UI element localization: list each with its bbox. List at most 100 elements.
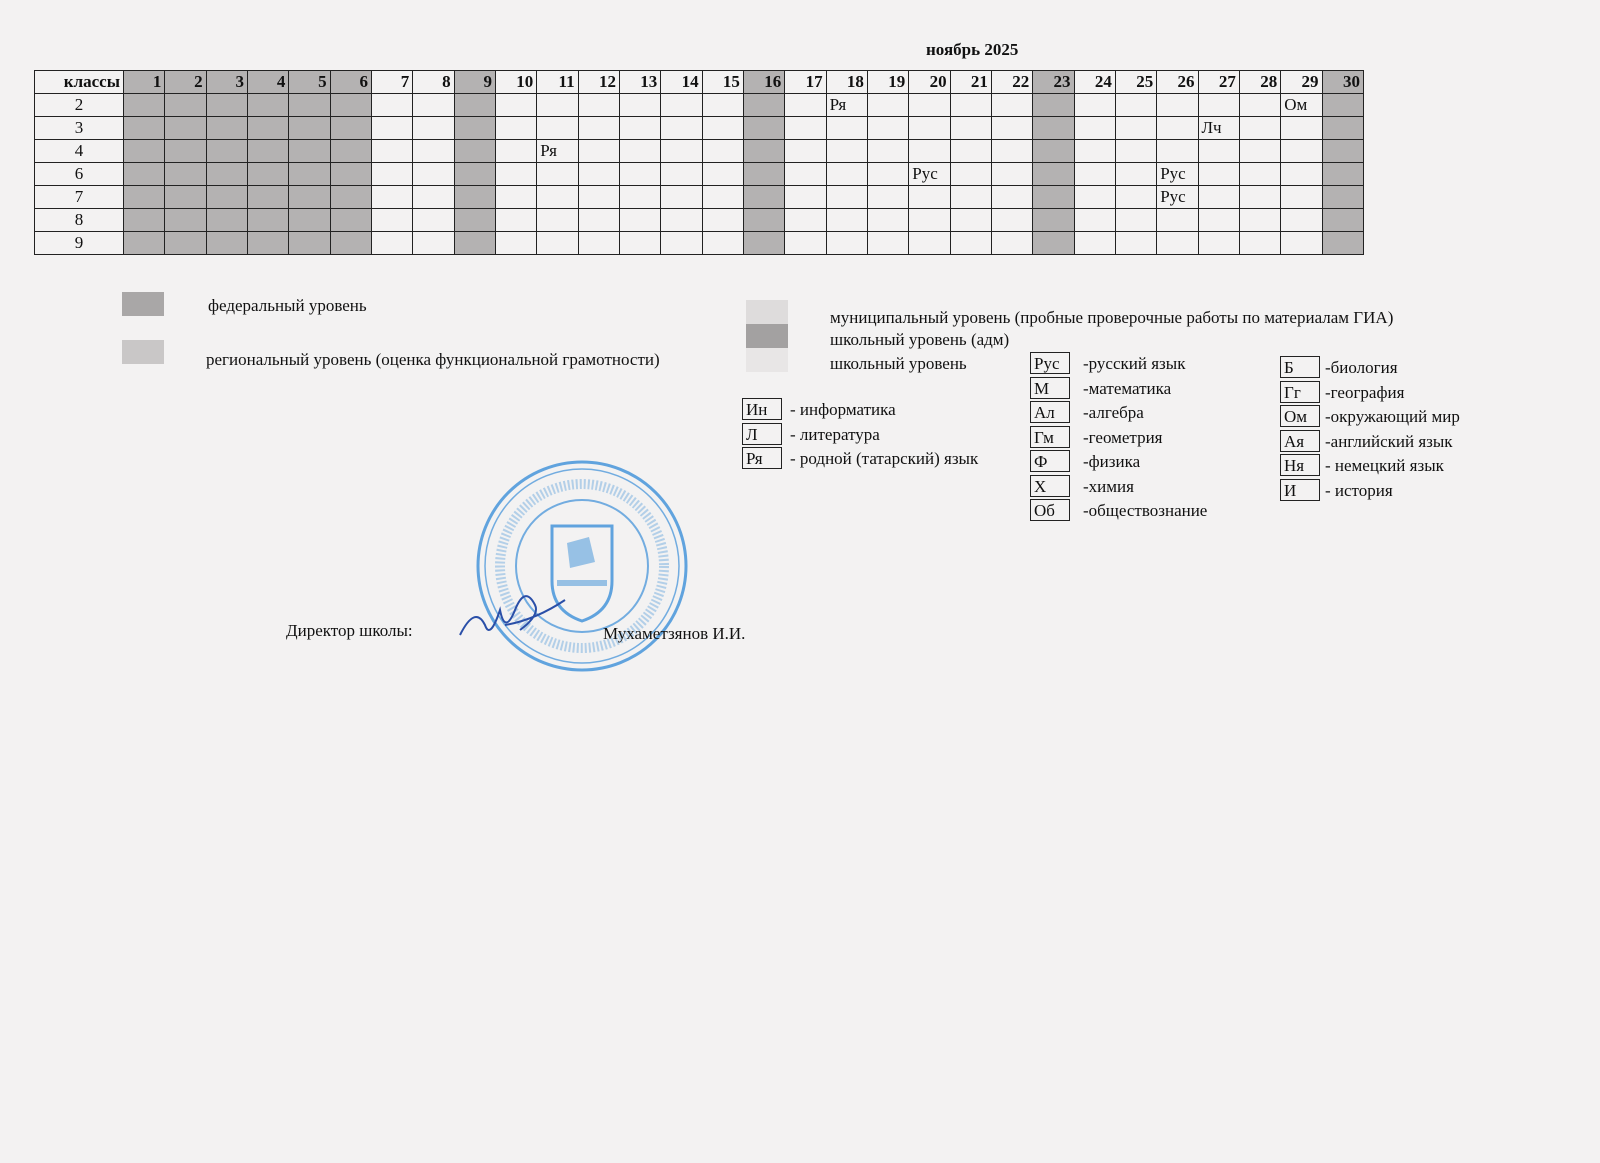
schedule-cell xyxy=(412,185,455,209)
abbr-name: -математика xyxy=(1083,378,1172,398)
abbr-name: -биология xyxy=(1325,358,1398,377)
schedule-cell xyxy=(660,93,703,117)
schedule-cell xyxy=(288,162,331,186)
schedule-cell xyxy=(1197,231,1240,255)
schedule-cell xyxy=(536,185,579,209)
day-header: 7 xyxy=(370,70,414,94)
class-label: 6 xyxy=(34,162,124,186)
schedule-cell xyxy=(246,139,290,163)
schedule-cell xyxy=(825,162,868,186)
schedule-cell xyxy=(1156,208,1199,232)
schedule-cell xyxy=(412,208,455,232)
director-name: Мухаметзянов И.И. xyxy=(603,624,746,643)
schedule-cell xyxy=(288,208,331,232)
schedule-cell xyxy=(494,162,538,186)
schedule-cell xyxy=(1238,185,1282,209)
schedule-cell xyxy=(329,185,372,209)
schedule-cell xyxy=(246,162,290,186)
schedule-cell xyxy=(453,185,496,209)
abbr-name: -геометрия xyxy=(1083,427,1163,447)
class-row: 7 Рус xyxy=(34,185,1365,209)
schedule-cell xyxy=(990,139,1034,163)
schedule-cell xyxy=(122,185,166,209)
abbr-name: -физика xyxy=(1083,452,1141,471)
schedule-cell xyxy=(329,208,372,232)
schedule-cell xyxy=(246,208,290,232)
class-label: 3 xyxy=(34,116,124,140)
schedule-cell xyxy=(329,162,372,186)
class-row: 8 xyxy=(34,208,1365,232)
schedule-cell xyxy=(990,162,1034,186)
schedule-cell xyxy=(577,208,620,232)
abbr-name: -обществознание xyxy=(1083,501,1208,520)
schedule-cell xyxy=(1197,185,1240,209)
schedule-cell xyxy=(1238,93,1282,117)
schedule-cell xyxy=(536,93,579,117)
abbr-name: -химия xyxy=(1083,476,1134,496)
schedule-cell xyxy=(825,185,868,209)
schedule-cell xyxy=(1032,93,1075,117)
schedule-cell xyxy=(660,116,703,140)
schedule-cell xyxy=(660,208,703,232)
schedule-cell xyxy=(618,231,662,255)
abbr-name: -алгебра xyxy=(1083,403,1144,422)
day-header: 1 xyxy=(122,70,166,94)
class-label: 8 xyxy=(34,208,124,232)
schedule-cell xyxy=(866,139,910,163)
schedule-cell xyxy=(866,93,910,117)
schedule-cell xyxy=(742,116,786,140)
schedule-cell xyxy=(122,116,166,140)
schedule-cell xyxy=(949,162,992,186)
coat-of-arms-icon xyxy=(550,524,614,623)
schedule-cell xyxy=(1114,116,1158,140)
class-label: 4 xyxy=(34,139,124,163)
schedule-cell xyxy=(1114,208,1158,232)
schedule-cell xyxy=(1114,162,1158,186)
schedule-cell xyxy=(205,162,248,186)
abbr-name: - немецкий язык xyxy=(1325,456,1444,475)
schedule-cell xyxy=(618,162,662,186)
schedule-cell xyxy=(784,162,827,186)
exam-mark: Ря xyxy=(536,139,579,163)
schedule-cell xyxy=(660,231,703,255)
schedule-cell xyxy=(1321,208,1365,232)
schedule-cell xyxy=(494,231,538,255)
school-swatch xyxy=(746,348,788,372)
schedule-cell xyxy=(1032,139,1075,163)
schedule-cell xyxy=(949,231,992,255)
abbr-code: Х xyxy=(1030,474,1070,497)
abbr-code: М xyxy=(1030,376,1070,399)
abbr-code: Ф xyxy=(1030,450,1070,472)
class-row: 9 xyxy=(34,231,1365,255)
schedule-cell xyxy=(1197,93,1240,117)
schedule-cell xyxy=(494,139,538,163)
schedule-cell xyxy=(701,208,744,232)
abbr-code: Ря xyxy=(742,447,782,469)
schedule-cell xyxy=(577,116,620,140)
schedule-cell xyxy=(1280,139,1323,163)
schedule-cell xyxy=(1238,139,1282,163)
day-header: 27 xyxy=(1197,70,1240,94)
header-classes: классы xyxy=(34,70,124,94)
exam-mark: Ом xyxy=(1280,93,1323,117)
schedule-cell xyxy=(370,185,414,209)
schedule-cell xyxy=(164,162,207,186)
schedule-cell xyxy=(949,116,992,140)
day-header: 16 xyxy=(742,70,786,94)
schedule-cell xyxy=(1073,208,1116,232)
schedule-cell xyxy=(1238,208,1282,232)
schedule-cell xyxy=(742,93,786,117)
schedule-cell xyxy=(618,139,662,163)
schedule-cell xyxy=(205,116,248,140)
schedule-cell xyxy=(122,162,166,186)
schedule-cell xyxy=(1280,185,1323,209)
schedule-cell xyxy=(1073,93,1116,117)
day-header: 12 xyxy=(577,70,620,94)
class-row: 4 Ря xyxy=(34,139,1365,163)
class-label: 7 xyxy=(34,185,124,209)
schedule-cell xyxy=(1032,116,1075,140)
day-header: 4 xyxy=(246,70,290,94)
schedule-cell xyxy=(577,185,620,209)
abbr-code: Гм xyxy=(1030,425,1070,448)
schedule-cell xyxy=(990,93,1034,117)
